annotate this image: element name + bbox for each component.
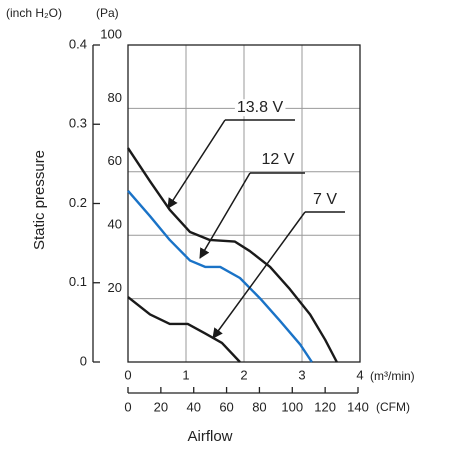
series-label: 12 V bbox=[262, 151, 295, 168]
y2-unit: (inch H₂O) bbox=[6, 6, 62, 20]
series-label: 13.8 V bbox=[237, 99, 284, 116]
x-tick-label: 1 bbox=[182, 367, 189, 382]
x-axis-title: Airflow bbox=[187, 428, 232, 445]
callout-arrow bbox=[212, 211, 306, 339]
x-tick-label: 2 bbox=[240, 367, 247, 382]
x-unit: (m³/min) bbox=[370, 369, 415, 383]
y-axis-title: Static pressure bbox=[31, 150, 48, 250]
label-bg bbox=[234, 99, 286, 117]
curve bbox=[127, 296, 241, 363]
callout-arrow bbox=[199, 172, 251, 259]
y2-tick-label: 0 bbox=[80, 353, 87, 368]
x-tick-label: 4 bbox=[356, 367, 363, 382]
label-bg bbox=[259, 151, 297, 169]
y2-tick-label: 0.4 bbox=[69, 36, 87, 51]
curve bbox=[127, 190, 313, 363]
x-tick-label: 3 bbox=[298, 367, 305, 382]
y-tick-label: 40 bbox=[108, 217, 122, 232]
plot-frame bbox=[127, 44, 361, 363]
curve bbox=[126, 147, 338, 363]
callout-arrow bbox=[167, 119, 226, 209]
x2-tick-label: 60 bbox=[219, 399, 233, 414]
x-tick-label: 0 bbox=[124, 367, 131, 382]
x2-tick-label: 120 bbox=[314, 399, 336, 414]
y2-tick-label: 0.3 bbox=[69, 116, 87, 131]
y-tick-label: 80 bbox=[108, 90, 122, 105]
x2-tick-label: 80 bbox=[252, 399, 266, 414]
y2-tick-label: 0.1 bbox=[69, 274, 87, 289]
x2-tick-label: 40 bbox=[186, 399, 200, 414]
y-tick-label: 100 bbox=[100, 26, 122, 41]
series-label: 7 V bbox=[313, 191, 337, 208]
x2-tick-label: 20 bbox=[154, 399, 168, 414]
x2-tick-label: 100 bbox=[281, 399, 303, 414]
y-tick-label: 20 bbox=[108, 280, 122, 295]
x2-unit: (CFM) bbox=[376, 400, 410, 414]
y2-tick-label: 0.2 bbox=[69, 195, 87, 210]
y-unit: (Pa) bbox=[96, 6, 119, 20]
x2-tick-label: 140 bbox=[347, 399, 369, 414]
y-tick-label: 60 bbox=[108, 153, 122, 168]
x2-tick-label: 0 bbox=[124, 399, 131, 414]
label-bg bbox=[310, 191, 340, 209]
